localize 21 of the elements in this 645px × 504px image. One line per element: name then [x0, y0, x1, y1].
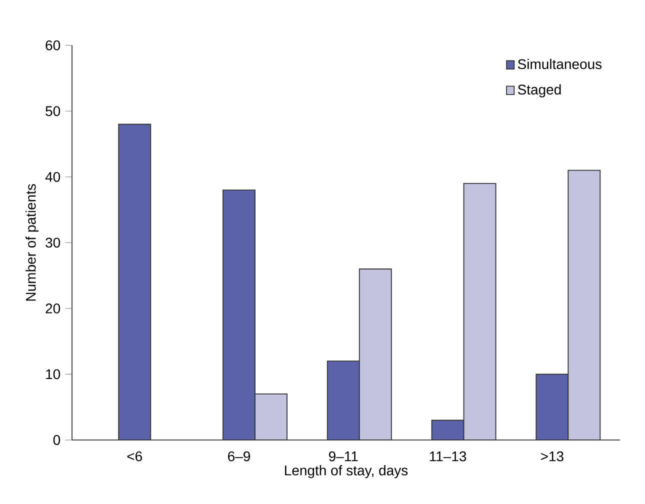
x-tick-label: <6	[127, 451, 142, 462]
legend-label: Staged	[518, 84, 561, 98]
bar	[568, 170, 601, 440]
x-axis-title: Length of stay, days	[285, 465, 408, 478]
y-axis-title: Number of patients	[26, 184, 39, 301]
y-tick-label: 20	[46, 304, 60, 314]
y-tick-label: 60	[46, 40, 60, 50]
y-tick-label: 10	[46, 369, 60, 380]
y-tick-label: 40	[45, 172, 60, 182]
bar	[463, 182, 496, 440]
y-tick-label: 30	[46, 238, 60, 248]
x-tick-label: 6–9	[228, 451, 250, 462]
x-tick-label: 9–11	[328, 451, 358, 462]
bar	[118, 124, 152, 440]
bar	[358, 268, 392, 440]
legend-label: Simultaneous	[518, 58, 602, 70]
x-tick-label: >13	[540, 451, 564, 462]
y-tick-label: 50	[46, 106, 60, 116]
y-tick-label: 0	[53, 435, 60, 445]
x-tick-label: 11–13	[430, 451, 466, 462]
bar	[254, 393, 288, 440]
